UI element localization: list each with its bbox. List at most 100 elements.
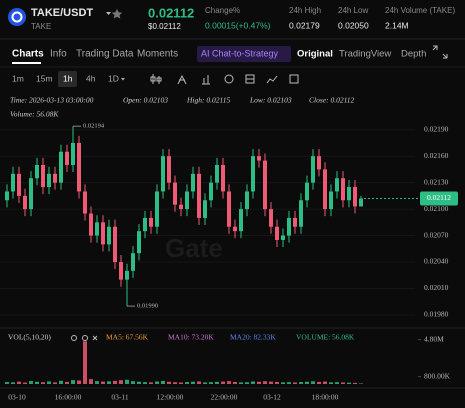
- x-tick-label: 03-10: [8, 393, 26, 402]
- volume-bar: [257, 381, 261, 384]
- candle-body: [305, 182, 309, 201]
- last-price-box: [420, 191, 458, 206]
- volume-bar: [251, 381, 255, 384]
- view-tab[interactable]: Original: [297, 49, 333, 60]
- tab[interactable]: Trading Data: [76, 49, 134, 60]
- volume-bar: [245, 382, 249, 384]
- x-tick-label: 18:00:00: [312, 393, 339, 402]
- tab-underline: [12, 62, 41, 64]
- ohlc-close: Close: 0.02112: [309, 96, 355, 105]
- candle-body: [173, 182, 177, 205]
- settings-icon[interactable]: [224, 74, 234, 84]
- y-tick-label: 0.02100: [424, 204, 449, 213]
- candle-body: [143, 217, 147, 232]
- layout-icon[interactable]: [245, 74, 255, 84]
- eye-icon[interactable]: [71, 335, 77, 341]
- volume-legend: MA20: 82.33K: [230, 333, 276, 342]
- interval[interactable]: 1D: [108, 73, 119, 83]
- candle-body: [149, 217, 153, 227]
- volume-bar: [173, 382, 177, 384]
- volume-bar: [77, 380, 81, 384]
- volume-bar: [71, 380, 75, 384]
- ohlc-time: Time: 2026-03-13 03:00:00: [10, 96, 94, 105]
- volume-bar: [227, 381, 231, 384]
- volume-bar: [89, 379, 93, 384]
- x-tick-label: 16:00:00: [55, 393, 82, 402]
- logo: [8, 8, 26, 26]
- view-tab[interactable]: Depth: [401, 49, 426, 60]
- candle-body: [95, 222, 99, 236]
- volume-bar: [53, 382, 57, 384]
- candle-body: [335, 178, 339, 192]
- depth-icon[interactable]: [202, 75, 210, 85]
- y-tick-label: 0.02010: [424, 283, 449, 292]
- volume-bar: [47, 381, 51, 384]
- volume-tick-label: 4.80M: [424, 334, 444, 343]
- y-tick-label: 0.02070: [424, 230, 449, 239]
- snapshot-icon[interactable]: [289, 74, 299, 84]
- interval[interactable]: 15m: [36, 73, 53, 83]
- fullscreen-icon[interactable]: [432, 45, 448, 59]
- indicator-icon[interactable]: [150, 74, 162, 84]
- volume-bar: [221, 381, 225, 384]
- volume-bar: [275, 381, 279, 384]
- volume-bar: [209, 382, 213, 384]
- volume-bar: [29, 381, 33, 384]
- candle-body: [311, 156, 315, 183]
- compare-icon[interactable]: [266, 75, 278, 84]
- candle-body: [107, 226, 111, 245]
- candle-body: [359, 198, 363, 207]
- tab[interactable]: Charts: [12, 49, 44, 60]
- volume-bar: [143, 382, 147, 384]
- stat-value: 2.14M: [385, 20, 409, 30]
- stat-label: 24h High: [289, 6, 321, 15]
- max-label: 0.02194: [83, 123, 105, 130]
- last-price-label: 0.02112: [427, 193, 451, 202]
- ai-button-bg: [197, 46, 291, 62]
- candle-body: [215, 164, 219, 183]
- candle-body: [17, 173, 21, 196]
- stat-label: Change%: [205, 6, 240, 15]
- interval[interactable]: 4h: [86, 73, 96, 83]
- view-tab[interactable]: TradingView: [339, 49, 391, 60]
- volume-bar: [287, 382, 291, 384]
- ohlc-volume: Volume: 56.08K: [10, 110, 59, 119]
- volume-bar: [329, 382, 333, 384]
- pair[interactable]: TAKE/USDT: [31, 7, 93, 19]
- volume-bar: [101, 381, 105, 384]
- candle-body: [191, 173, 195, 192]
- candle-body: [71, 142, 75, 165]
- candle-body: [161, 156, 165, 192]
- settings-icon[interactable]: [82, 335, 88, 341]
- ai-button[interactable]: AI Chat-to-Strategy: [201, 48, 279, 58]
- close-icon[interactable]: [92, 335, 98, 341]
- volume-bar: [155, 381, 159, 384]
- candle-body: [341, 178, 345, 201]
- tab[interactable]: Info: [50, 49, 67, 60]
- candle-body: [263, 160, 267, 210]
- favorite-star[interactable]: [111, 9, 123, 19]
- candle-body: [185, 191, 189, 210]
- interval[interactable]: 1h: [63, 73, 73, 83]
- draw-icon[interactable]: [177, 74, 187, 85]
- volume-bar: [233, 381, 237, 384]
- interval[interactable]: 1m: [12, 73, 24, 83]
- interval-dropdown[interactable]: [121, 78, 125, 81]
- volume-bar: [281, 382, 285, 384]
- volume-bar: [23, 382, 27, 384]
- volume-bar: [35, 381, 39, 384]
- volume-bar: [269, 381, 273, 384]
- tab[interactable]: Moments: [137, 49, 178, 60]
- volume-bar: [317, 381, 321, 384]
- stat-value: 0.02179: [289, 20, 320, 30]
- candle-body: [5, 191, 9, 201]
- pair-dropdown[interactable]: [106, 12, 111, 15]
- volume-bar: [347, 382, 351, 384]
- volume-bar: [359, 383, 363, 384]
- candle-body: [347, 187, 351, 201]
- volume-bar: [83, 341, 87, 384]
- price-usd: $0.02112: [148, 22, 181, 31]
- volume-bar: [341, 382, 345, 384]
- candle-body: [227, 191, 231, 227]
- ohlc-open: Open: 0.02103: [123, 96, 168, 105]
